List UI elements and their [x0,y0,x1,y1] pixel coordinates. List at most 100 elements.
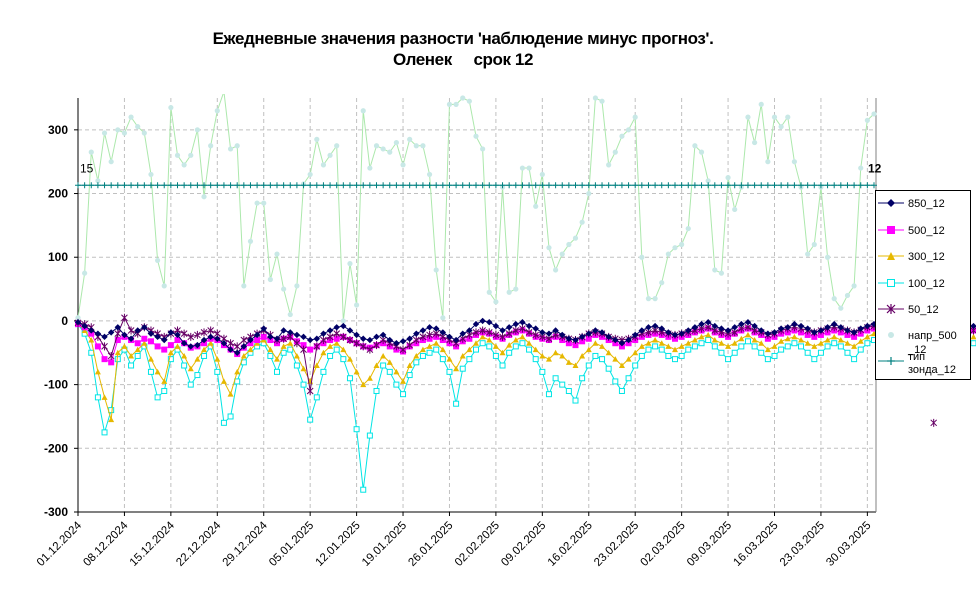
point-dir500 [161,283,167,289]
point-probe [187,182,194,189]
point-dir500 [559,251,565,257]
point-100_12 [731,349,738,356]
point-300_12 [678,343,685,349]
point-probe [346,182,353,189]
point-dir500 [566,241,572,248]
point-100_12 [691,343,698,350]
point-300_12 [280,343,287,349]
point-dir500 [858,165,864,171]
point-850_12 [559,331,566,339]
point-850_12 [545,330,553,337]
point-dir500 [619,133,625,139]
point-probe [413,182,420,189]
point-50_12 [426,330,433,339]
x-tick-label: 02.03.2025 [639,520,688,569]
point-300_12 [161,378,168,384]
point-probe [260,182,267,189]
point-dir500 [745,114,751,120]
point-probe [864,182,871,189]
point-100_12 [234,378,241,385]
point-850_12 [141,324,148,331]
point-300_12 [778,338,785,344]
point-probe [632,182,639,189]
point-300_12 [711,337,718,343]
point-300_12 [174,343,181,349]
point-probe [492,182,499,189]
point-probe [738,182,745,189]
point-100_12 [187,381,194,388]
point-probe [486,182,493,189]
point-100_12 [784,343,791,350]
point-300_12 [618,362,625,369]
point-50_12 [306,386,314,395]
point-100_12 [413,359,420,366]
point-300_12 [274,356,280,362]
point-dir500 [373,143,380,149]
point-500_12 [134,340,141,347]
point-850_12 [107,329,115,336]
point-probe [725,182,732,189]
point-50_12 [930,418,938,427]
point-850_12 [419,327,427,334]
point-850_12 [406,335,413,342]
point-300_12 [612,356,619,362]
point-dir500 [639,254,645,260]
point-probe [565,182,572,189]
point-probe [506,182,513,189]
point-probe [658,182,665,189]
x-tick-label: 09.03.2025 [685,520,734,569]
point-300_12 [579,352,586,359]
point-dir500 [168,104,174,111]
point-850_12 [74,318,82,326]
point-500_12 [817,331,824,338]
point-300_12 [744,331,751,338]
point-300_12 [214,356,221,362]
point-850_12 [505,324,513,331]
point-100_12 [419,352,426,359]
point-50_12 [114,329,122,338]
point-probe [240,182,247,189]
point-500_12 [161,346,168,353]
point-probe [618,182,625,189]
point-50_12 [406,341,414,350]
point-probe [512,182,519,189]
point-850_12 [154,333,161,341]
point-50_12 [227,339,234,348]
point-dir500 [334,143,340,149]
point-100_12 [565,387,572,394]
point-100_12 [201,352,208,359]
point-100_12 [725,356,732,363]
point-probe [121,182,128,189]
point-probe [147,182,154,189]
point-100_12 [532,356,539,363]
point-100_12 [320,368,327,375]
point-dir500 [201,194,207,200]
point-300_12 [167,349,174,356]
point-50_12 [326,332,334,341]
point-100_12 [300,381,307,388]
point-100_12 [227,413,234,420]
point-100_12 [426,349,433,356]
point-100_12 [154,394,161,401]
point-probe [167,182,174,189]
point-850_12 [287,329,294,336]
point-probe [771,182,778,189]
point-850_12 [313,335,320,342]
point-dir500 [765,159,771,165]
point-850_12 [658,325,665,332]
point-probe [844,182,851,189]
point-850_12 [711,322,718,330]
point-100_12 [161,387,168,394]
point-300_12 [824,337,831,343]
point-dir500 [314,136,320,142]
point-100_12 [585,362,592,369]
point-850_12 [300,333,307,341]
point-300_12 [970,333,976,340]
point-probe [181,182,188,189]
point-dir500 [188,152,194,158]
point-100_12 [386,368,393,375]
point-dir500 [553,267,559,273]
point-100_12 [220,419,227,426]
point-300_12 [725,343,732,349]
